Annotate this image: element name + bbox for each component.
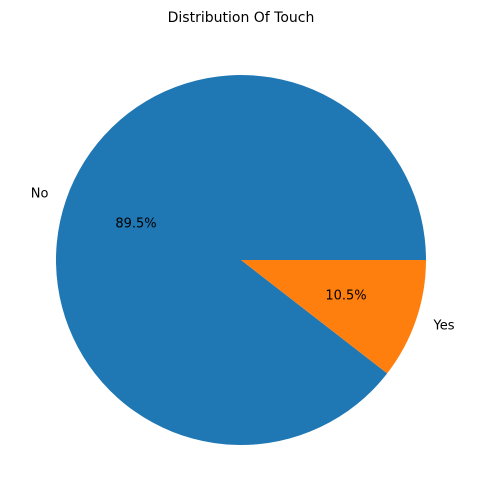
pie-slice-yes [241,260,426,374]
chart-title: Distribution Of Touch [168,10,315,26]
percent-label-yes: 10.5% [325,288,366,303]
pie-labels: No 89.5% Yes 10.5% [31,187,455,334]
percent-label-no: 89.5% [115,217,156,232]
pie-slices [55,75,427,446]
category-label-no: No [31,187,49,202]
category-label-yes: Yes [433,318,455,333]
pie-slice-no [55,75,427,446]
